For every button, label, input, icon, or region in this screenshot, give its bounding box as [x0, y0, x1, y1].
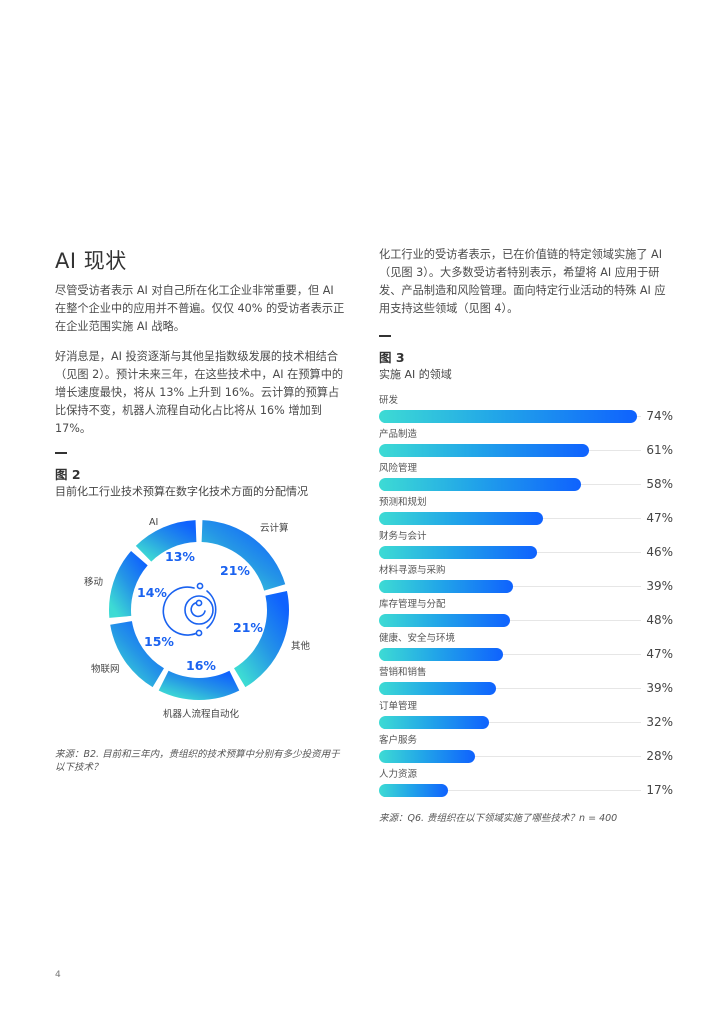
donut-segment	[234, 590, 289, 688]
figure-2-label: 图 2	[55, 467, 81, 482]
donut-segment	[135, 520, 197, 562]
bar-row: 库存管理与分配 48%	[379, 599, 675, 633]
bar-fill	[379, 546, 537, 559]
donut-label-rpa: 机器人流程自动化	[163, 709, 240, 720]
bar-track	[379, 620, 641, 621]
bar-fill	[379, 512, 543, 525]
donut-pct-rpa: 16%	[186, 658, 216, 673]
page-number: 4	[55, 970, 61, 980]
donut-pct-iot: 15%	[144, 634, 174, 649]
bar-value: 28%	[646, 749, 673, 763]
donut-label-ai: AI	[149, 517, 159, 528]
figure-divider	[55, 452, 67, 454]
bar-value: 47%	[646, 647, 673, 661]
right-paragraph: 化工行业的受访者表示，已在价值链的特定领域实施了 AI（见图 3）。大多数受访者…	[379, 248, 666, 315]
investment-paragraph: 好消息是，AI 投资逐渐与其他呈指数级发展的技术相结合（见图 2）。预计未来三年…	[55, 350, 344, 435]
bar-value: 61%	[646, 443, 673, 457]
bar-fill	[379, 716, 489, 729]
bar-row: 健康、安全与环境 47%	[379, 633, 675, 667]
bar-row: 风险管理 58%	[379, 463, 675, 497]
bar-label: 研发	[379, 395, 399, 406]
intro-paragraph: 尽管受访者表示 AI 对自己所在化工企业非常重要，但 AI 在整个企业中的应用并…	[55, 284, 345, 333]
donut-segment	[110, 621, 164, 688]
bar-row: 研发 74%	[379, 395, 675, 429]
bar-fill	[379, 410, 637, 423]
donut-label-mobile: 移动	[84, 577, 104, 588]
figure-3-title: 实施 AI 的领域	[379, 368, 452, 381]
donut-segment	[201, 520, 286, 591]
figure-2-donut-chart: AI 云计算 移动 其他 物联网 机器人流程自动化 13% 21% 14% 21…	[55, 505, 345, 730]
bar-value: 39%	[646, 579, 673, 593]
figure-divider	[379, 335, 391, 337]
bar-label: 产品制造	[379, 429, 418, 440]
donut-label-other: 其他	[291, 641, 311, 652]
orbit-icon	[162, 582, 217, 637]
figure-3-bar-chart: 研发 74% 产品制造 61% 风险管理 58% 预测和规划 47% 财务与会计 46% 材料寻源与…	[379, 395, 675, 803]
bar-fill	[379, 444, 589, 457]
donut-svg	[109, 520, 289, 700]
bar-value: 46%	[646, 545, 673, 559]
donut-label-cloud: 云计算	[260, 523, 289, 534]
donut-label-iot: 物联网	[91, 664, 120, 675]
bar-value: 32%	[646, 715, 673, 729]
bar-row: 营销和销售 39%	[379, 667, 675, 701]
bar-label: 订单管理	[379, 701, 418, 712]
bar-fill	[379, 580, 513, 593]
bar-value: 58%	[646, 477, 673, 491]
donut-segment	[109, 550, 148, 618]
donut-segment	[158, 670, 240, 700]
bar-track	[379, 722, 641, 723]
figure-2-source: 来源：B2. 目前和三年内，贵组织的技术预算中分别有多少投资用于以下技术？	[55, 749, 340, 773]
bar-value: 39%	[646, 681, 673, 695]
bar-row: 材料寻源与采购 39%	[379, 565, 675, 599]
donut-pct-mobile: 14%	[137, 585, 167, 600]
bar-label: 风险管理	[379, 463, 418, 474]
bar-label: 营销和销售	[379, 667, 427, 678]
bar-fill	[379, 648, 503, 661]
bar-label: 财务与会计	[379, 531, 427, 542]
bar-track	[379, 654, 641, 655]
bar-fill	[379, 682, 496, 695]
bar-row: 客户服务 28%	[379, 735, 675, 769]
bar-label: 人力资源	[379, 769, 418, 780]
bar-fill	[379, 478, 581, 491]
figure-2-title: 目前化工行业技术预算在数字化技术方面的分配情况	[55, 485, 308, 498]
bar-value: 74%	[646, 409, 673, 423]
donut-pct-other: 21%	[233, 620, 263, 635]
bar-fill	[379, 750, 475, 763]
donut-pct-cloud: 21%	[220, 563, 250, 578]
bar-row: 人力资源 17%	[379, 769, 675, 803]
bar-label: 预测和规划	[379, 497, 427, 508]
bar-value: 47%	[646, 511, 673, 525]
bar-fill	[379, 614, 510, 627]
bar-value: 48%	[646, 613, 673, 627]
right-column: 化工行业的受访者表示，已在价值链的特定领域实施了 AI（见图 3）。大多数受访者…	[379, 246, 675, 825]
bar-label: 健康、安全与环境	[379, 633, 456, 644]
bar-label: 客户服务	[379, 735, 418, 746]
bar-label: 库存管理与分配	[379, 599, 446, 610]
bar-value: 17%	[646, 783, 673, 797]
figure-3-label: 图 3	[379, 350, 405, 365]
left-column: AI 现状 尽管受访者表示 AI 对自己所在化工企业非常重要，但 AI 在整个企…	[55, 248, 345, 500]
section-title: AI 现状	[55, 249, 127, 273]
donut-pct-ai: 13%	[165, 549, 195, 564]
bar-track	[379, 756, 641, 757]
bar-row: 产品制造 61%	[379, 429, 675, 463]
donut-segments	[109, 520, 289, 700]
bar-row: 财务与会计 46%	[379, 531, 675, 565]
bar-row: 订单管理 32%	[379, 701, 675, 735]
bar-track	[379, 688, 641, 689]
bar-track	[379, 790, 641, 791]
bar-row: 预测和规划 47%	[379, 497, 675, 531]
figure-3-source: 来源：Q6. 贵组织在以下领域实施了哪些技术？n = 400	[379, 813, 618, 824]
bar-label: 材料寻源与采购	[379, 565, 446, 576]
bar-fill	[379, 784, 448, 797]
